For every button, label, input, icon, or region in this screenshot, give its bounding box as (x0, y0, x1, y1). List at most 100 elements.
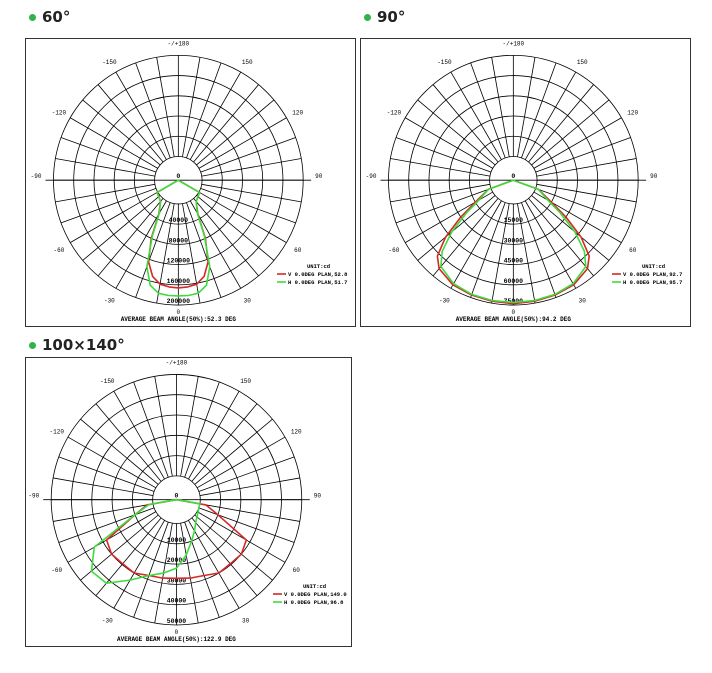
polar-grid-spoke (60, 137, 157, 173)
angle-label: 60 (629, 247, 637, 254)
bullet-dot-icon (29, 341, 36, 349)
polar-grid-spoke (180, 523, 199, 624)
angle-label: -120 (387, 109, 402, 116)
section-title-text: 90° (377, 8, 406, 26)
angle-label: 0 (175, 629, 179, 636)
legend-entry: V 0.0DEG PLAN,92.7 (623, 271, 682, 278)
polar-grid-spoke (55, 158, 156, 177)
polar-grid-spoke (524, 71, 577, 160)
polar-grid-spoke (60, 187, 157, 224)
radial-tick-label: 20000 (167, 557, 187, 564)
polar-grid-spoke (536, 158, 637, 177)
polar-grid-spoke (533, 117, 622, 169)
angle-label: -30 (104, 298, 115, 305)
polar-grid-spoke (133, 521, 169, 618)
polar-grid-spoke (70, 191, 158, 243)
polar-grid-spoke (395, 137, 492, 173)
polar-grid-spoke (517, 203, 536, 304)
polar-grid-spoke (528, 198, 594, 277)
angle-label: -/+180 (168, 40, 190, 47)
angle-label: 150 (240, 378, 251, 385)
angle-label: -120 (50, 429, 65, 436)
radial-tick-label: 0 (176, 173, 180, 180)
section-title-60: 60° (29, 8, 70, 26)
polar-grid-spoke (196, 195, 275, 261)
polar-chart-100x140: -/+180 -150 150 -120 120 -90 90 -60 60 -30 30 0 0 100… (28, 359, 347, 643)
angle-label: 30 (579, 298, 587, 305)
polar-grid-spoke (395, 187, 492, 224)
polar-grid-spoke (184, 381, 220, 478)
legend-entry: V 0.0DEG PLAN,52.8 (288, 271, 348, 278)
radial-tick-label: 120000 (167, 258, 191, 265)
polar-grid-spoke (80, 514, 159, 581)
bullet-dot-icon (364, 13, 371, 21)
polar-chart-panel-90: -/+180 -150 150 -120 120 -90 90 -60 60 -30 30 0 0 150… (360, 38, 691, 327)
polar-grid-spoke (432, 198, 499, 277)
angle-label: 30 (242, 617, 250, 624)
angle-label: 90 (315, 173, 323, 180)
polar-grid-spoke (188, 391, 240, 480)
polar-grid-spoke (154, 376, 173, 477)
radial-tick-label: 30000 (167, 577, 187, 584)
polar-grid-spoke (135, 202, 171, 298)
polar-grid-spoke (67, 436, 157, 489)
polar-grid-spoke (196, 436, 286, 489)
angle-label: 60 (294, 247, 302, 254)
angle-label: -60 (389, 247, 400, 254)
legend-entry: V 0.0DEG PLAN,149.0 (284, 591, 347, 598)
legend-entry: H 0.0DEG PLAN,95.7 (623, 279, 682, 286)
polar-grid-spoke (80, 418, 159, 485)
angle-label: 90 (650, 173, 658, 180)
polar-grid-spoke (198, 456, 295, 492)
legend-unit-label: UNIT:cd (303, 583, 326, 590)
polar-grid-spoke (95, 403, 162, 482)
polar-chart-panel-100x140: -/+180 -150 150 -120 120 -90 90 -60 60 -30 30 0 0 100… (25, 357, 352, 647)
polar-grid-spoke (432, 84, 499, 163)
legend-entry: H 0.0DEG PLAN,96.8 (284, 599, 344, 606)
series-curve-h (146, 179, 211, 297)
angle-label: -150 (100, 378, 115, 385)
legend-unit-label: UNIT:cd (307, 263, 330, 270)
polar-grid-spoke (198, 191, 287, 243)
angle-label: 90 (314, 493, 322, 500)
polar-grid-spoke (189, 71, 242, 160)
polar-grid-spoke (199, 503, 300, 522)
polar-grid-spoke (194, 418, 273, 485)
angle-label: -150 (437, 59, 452, 66)
polar-grid-spoke (70, 117, 158, 169)
polar-grid-spoke (390, 158, 491, 177)
polar-grid-spoke (417, 195, 496, 261)
polar-grid-spoke (536, 183, 637, 203)
polar-grid-spoke (113, 520, 165, 609)
radial-tick-label: 160000 (167, 278, 191, 285)
polar-grid-spoke (58, 456, 155, 492)
angle-label: 0 (177, 309, 181, 316)
polar-grid-spoke (201, 158, 302, 177)
angle-label: -120 (52, 109, 67, 116)
polar-grid-spoke (201, 183, 302, 203)
polar-grid-spoke (156, 203, 175, 304)
polar-grid-spoke (191, 403, 258, 482)
radial-tick-label: 40000 (169, 217, 189, 224)
angle-label: 30 (244, 298, 252, 305)
radial-tick-label: 50000 (167, 618, 187, 625)
angle-label: 120 (627, 109, 638, 116)
polar-grid-spoke (182, 203, 201, 304)
polar-grid-spoke (82, 99, 161, 166)
polar-grid-spoke (194, 514, 273, 581)
polar-grid-spoke (450, 200, 502, 289)
polar-grid-spoke (531, 195, 610, 261)
angle-label: -150 (102, 59, 117, 66)
polar-grid-spoke (113, 391, 165, 480)
series-curve-v (105, 498, 248, 580)
polar-grid-spoke (182, 57, 201, 157)
polar-grid-spoke (528, 84, 594, 163)
legend-entry: H 0.0DEG PLAN,51.7 (288, 279, 347, 286)
polar-grid-spoke (405, 117, 493, 169)
polar-grid-spoke (521, 202, 557, 298)
section-title-100x140: 100×140° (29, 336, 125, 354)
polar-grid-spoke (188, 520, 240, 609)
series-curve-h (90, 498, 201, 584)
polar-grid-spoke (58, 507, 155, 543)
radial-tick-label: 30000 (504, 237, 524, 244)
